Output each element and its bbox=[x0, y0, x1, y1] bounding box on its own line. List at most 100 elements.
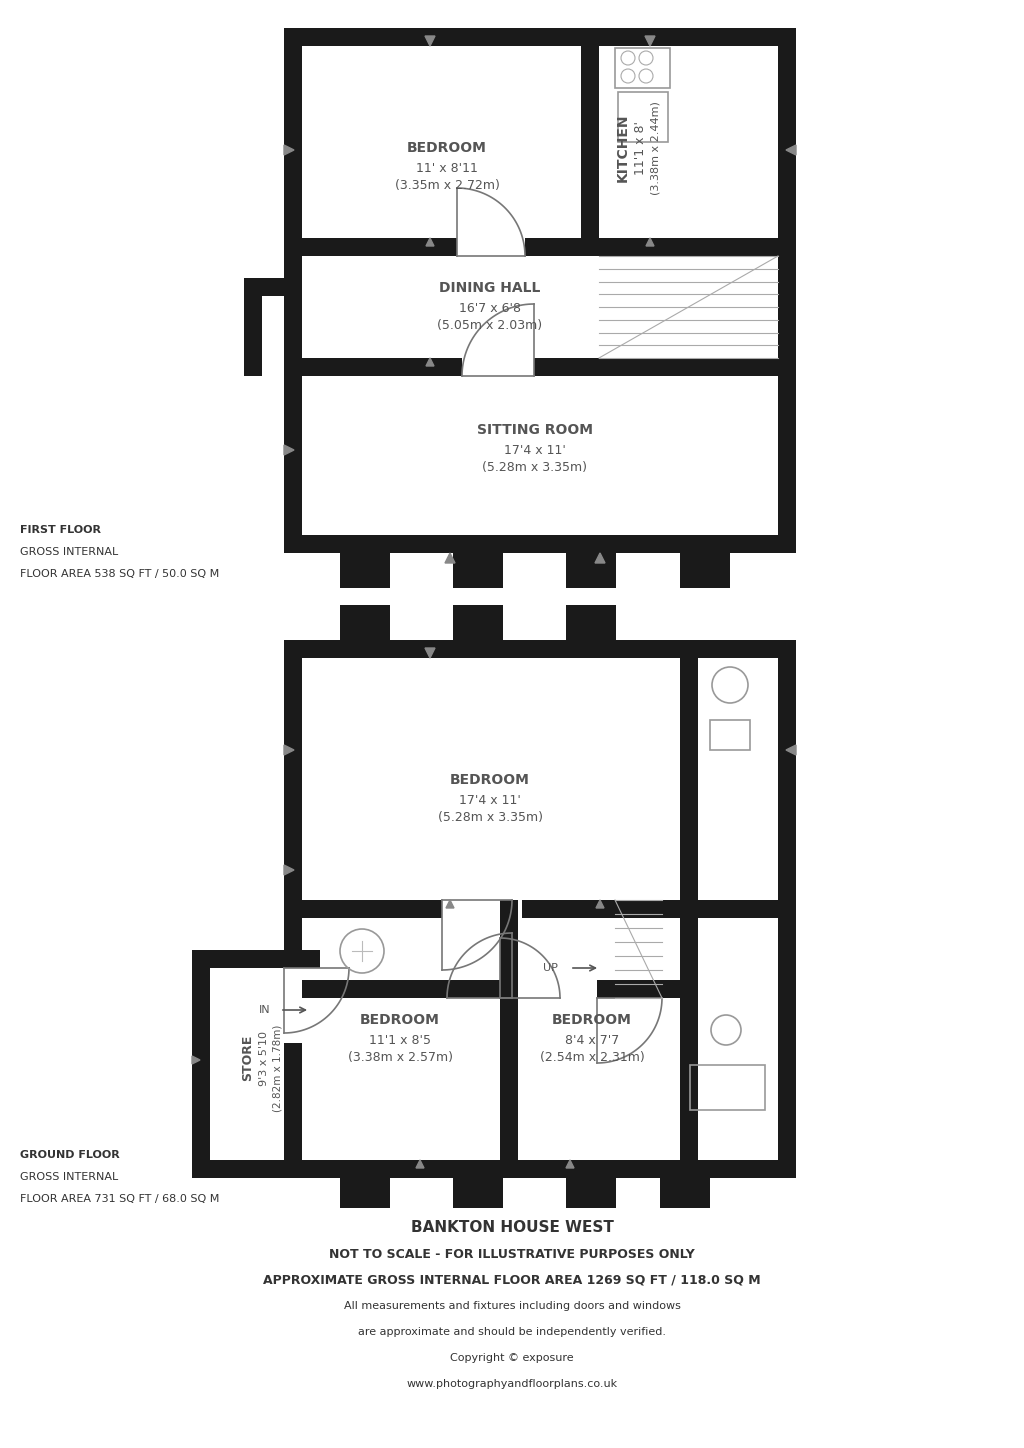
Polygon shape bbox=[284, 864, 294, 875]
Polygon shape bbox=[645, 36, 655, 46]
Bar bbox=[284, 640, 302, 1179]
Bar bbox=[566, 605, 616, 640]
Bar bbox=[284, 980, 512, 998]
Text: 11' x 8'11: 11' x 8'11 bbox=[416, 162, 478, 175]
Text: GROSS INTERNAL: GROSS INTERNAL bbox=[20, 1171, 118, 1182]
Text: All measurements and fixtures including doors and windows: All measurements and fixtures including … bbox=[344, 1300, 680, 1310]
Polygon shape bbox=[426, 237, 434, 246]
Bar bbox=[566, 1179, 616, 1208]
Bar bbox=[284, 28, 302, 534]
Text: (5.05m x 2.03m): (5.05m x 2.03m) bbox=[437, 320, 543, 333]
Bar bbox=[566, 553, 616, 588]
Bar bbox=[193, 1160, 319, 1179]
Text: 11'1 x 8': 11'1 x 8' bbox=[634, 122, 646, 175]
Polygon shape bbox=[595, 553, 605, 563]
Text: (5.28m x 3.35m): (5.28m x 3.35m) bbox=[437, 811, 543, 824]
Text: DINING HALL: DINING HALL bbox=[439, 281, 541, 295]
Text: (2.82m x 1.78m): (2.82m x 1.78m) bbox=[273, 1024, 283, 1112]
Text: NOT TO SCALE - FOR ILLUSTRATIVE PURPOSES ONLY: NOT TO SCALE - FOR ILLUSTRATIVE PURPOSES… bbox=[329, 1248, 695, 1261]
Text: STORE: STORE bbox=[242, 1035, 255, 1082]
Bar bbox=[193, 950, 210, 1179]
Polygon shape bbox=[284, 746, 294, 754]
Bar bbox=[525, 237, 599, 256]
Polygon shape bbox=[566, 1160, 574, 1169]
Bar bbox=[284, 1160, 796, 1179]
Text: APPROXIMATE GROSS INTERNAL FLOOR AREA 1269 SQ FT / 118.0 SQ M: APPROXIMATE GROSS INTERNAL FLOOR AREA 12… bbox=[263, 1273, 761, 1286]
Text: 9'3 x 5'10: 9'3 x 5'10 bbox=[259, 1031, 269, 1086]
Bar bbox=[284, 969, 302, 1043]
Text: FIRST FLOOR: FIRST FLOOR bbox=[20, 526, 101, 534]
Bar bbox=[618, 93, 668, 142]
Bar bbox=[615, 48, 670, 88]
Text: KITCHEN: KITCHEN bbox=[616, 114, 630, 182]
Bar bbox=[581, 28, 599, 256]
Bar bbox=[597, 980, 698, 998]
Polygon shape bbox=[426, 358, 434, 366]
Bar bbox=[284, 237, 457, 256]
Bar bbox=[284, 28, 794, 46]
Text: 8'4 x 7'7: 8'4 x 7'7 bbox=[565, 1034, 620, 1047]
Text: BEDROOM: BEDROOM bbox=[552, 1014, 632, 1027]
Bar bbox=[244, 278, 284, 295]
Polygon shape bbox=[425, 36, 435, 46]
Polygon shape bbox=[786, 145, 796, 155]
Bar bbox=[453, 1179, 503, 1208]
Bar bbox=[340, 605, 390, 640]
Bar bbox=[284, 640, 796, 657]
Text: GROSS INTERNAL: GROSS INTERNAL bbox=[20, 547, 118, 557]
Bar bbox=[581, 237, 796, 256]
Text: BEDROOM: BEDROOM bbox=[451, 773, 530, 788]
Text: IN: IN bbox=[259, 1005, 270, 1015]
Text: BANKTON HOUSE WEST: BANKTON HOUSE WEST bbox=[411, 1221, 613, 1235]
Polygon shape bbox=[193, 1056, 200, 1064]
Polygon shape bbox=[284, 445, 294, 455]
Text: FLOOR AREA 538 SQ FT / 50.0 SQ M: FLOOR AREA 538 SQ FT / 50.0 SQ M bbox=[20, 569, 219, 579]
Bar bbox=[453, 553, 503, 588]
Polygon shape bbox=[646, 237, 654, 246]
Bar bbox=[193, 950, 319, 969]
Text: (3.38m x 2.44m): (3.38m x 2.44m) bbox=[651, 101, 662, 195]
Text: 17'4 x 11': 17'4 x 11' bbox=[504, 443, 566, 456]
Bar bbox=[340, 553, 390, 588]
Text: (5.28m x 3.35m): (5.28m x 3.35m) bbox=[482, 462, 588, 475]
Text: Copyright © exposure: Copyright © exposure bbox=[451, 1352, 573, 1363]
Bar bbox=[340, 1179, 390, 1208]
Polygon shape bbox=[596, 901, 604, 908]
Text: (2.54m x 2.31m): (2.54m x 2.31m) bbox=[540, 1051, 644, 1064]
Polygon shape bbox=[446, 901, 454, 908]
Text: GROUND FLOOR: GROUND FLOOR bbox=[20, 1150, 120, 1160]
Bar bbox=[500, 901, 518, 1179]
Bar bbox=[680, 553, 730, 588]
Text: www.photographyandfloorplans.co.uk: www.photographyandfloorplans.co.uk bbox=[407, 1378, 617, 1389]
Bar bbox=[453, 605, 503, 640]
Bar bbox=[778, 28, 796, 534]
Polygon shape bbox=[416, 1160, 424, 1169]
Text: 17'4 x 11': 17'4 x 11' bbox=[459, 794, 521, 807]
Polygon shape bbox=[425, 649, 435, 657]
Bar bbox=[660, 1179, 710, 1208]
Bar bbox=[284, 358, 462, 376]
Text: BEDROOM: BEDROOM bbox=[408, 140, 487, 155]
Text: are approximate and should be independently verified.: are approximate and should be independen… bbox=[358, 1326, 666, 1337]
Text: (3.35m x 2.72m): (3.35m x 2.72m) bbox=[394, 180, 500, 193]
Bar bbox=[710, 720, 750, 750]
Text: 16'7 x 6'8: 16'7 x 6'8 bbox=[459, 301, 521, 314]
Bar bbox=[778, 640, 796, 1179]
Bar bbox=[284, 901, 442, 918]
Bar bbox=[534, 358, 796, 376]
Polygon shape bbox=[786, 746, 796, 754]
Bar bbox=[284, 28, 796, 46]
Text: FLOOR AREA 731 SQ FT / 68.0 SQ M: FLOOR AREA 731 SQ FT / 68.0 SQ M bbox=[20, 1195, 219, 1203]
Bar bbox=[642, 901, 778, 918]
Polygon shape bbox=[445, 553, 455, 563]
Bar bbox=[522, 901, 652, 918]
Text: 11'1 x 8'5: 11'1 x 8'5 bbox=[369, 1034, 431, 1047]
Polygon shape bbox=[284, 145, 294, 155]
Bar bbox=[284, 534, 796, 553]
Bar bbox=[244, 278, 262, 376]
Text: BEDROOM: BEDROOM bbox=[360, 1014, 440, 1027]
Bar bbox=[680, 640, 698, 1179]
Text: UP: UP bbox=[543, 963, 557, 973]
Bar bbox=[690, 1064, 765, 1111]
Text: SITTING ROOM: SITTING ROOM bbox=[477, 423, 593, 437]
